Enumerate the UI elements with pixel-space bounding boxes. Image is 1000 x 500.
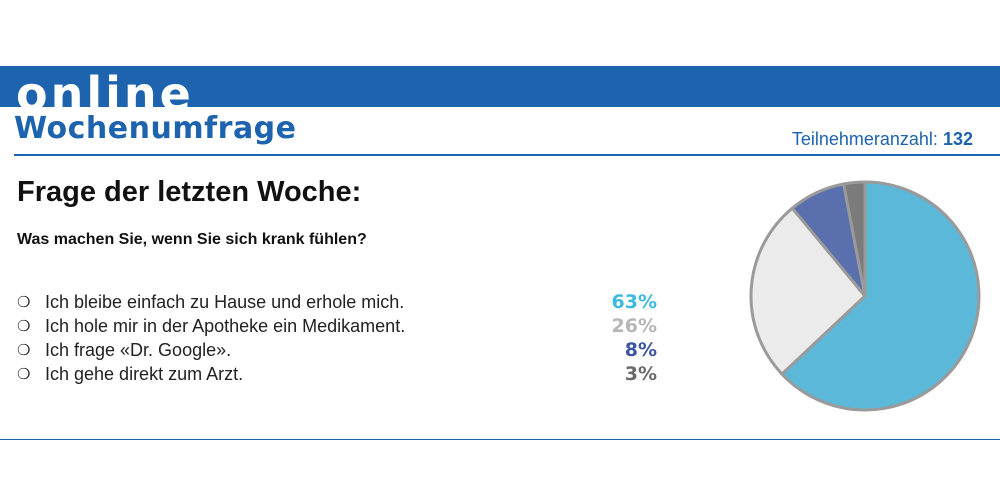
radio-circle-icon: ❍	[17, 317, 31, 335]
divider-top	[14, 154, 1000, 156]
pie-slice-2	[749, 206, 867, 376]
answer-list: ❍ Ich bleibe einfach zu Hause und erhole…	[17, 290, 657, 386]
answer-row: ❍ Ich hole mir in der Apotheke ein Medik…	[17, 314, 657, 338]
answer-row: ❍ Ich frage «Dr. Google». 8%	[17, 338, 657, 362]
answer-label: Ich gehe direkt zum Arzt.	[45, 363, 244, 384]
answer-percent: 26%	[611, 315, 657, 337]
participant-count-label: Teilnehmeranzahl:	[791, 129, 938, 149]
participant-count-value: 132	[942, 129, 973, 149]
answer-label: Ich hole mir in der Apotheke ein Medikam…	[45, 315, 406, 336]
radio-circle-icon: ❍	[17, 365, 31, 383]
page-title: Wochenumfrage	[14, 111, 297, 146]
answer-row: ❍ Ich bleibe einfach zu Hause und erhole…	[17, 290, 657, 314]
pie-chart	[749, 180, 981, 412]
answer-percent: 8%	[624, 339, 657, 361]
divider-bottom	[0, 439, 1000, 440]
participant-count: Teilnehmeranzahl: 132	[792, 130, 973, 148]
question-text: Was machen Sie, wenn Sie sich krank fühl…	[17, 231, 367, 248]
banner-title: online	[16, 67, 194, 107]
question-heading: Frage der letzten Woche:	[17, 176, 362, 208]
pie-slice-4	[842, 180, 867, 298]
answer-row: ❍ Ich gehe direkt zum Arzt. 3%	[17, 362, 657, 386]
answer-label: Ich bleibe einfach zu Hause und erhole m…	[45, 291, 405, 312]
header-banner: online	[0, 66, 1000, 107]
radio-circle-icon: ❍	[17, 293, 31, 311]
radio-circle-icon: ❍	[17, 341, 31, 359]
pie-slice-1	[780, 180, 981, 412]
answer-percent: 3%	[624, 363, 657, 385]
answer-label: Ich frage «Dr. Google».	[45, 339, 232, 360]
answer-percent: 63%	[611, 291, 657, 313]
